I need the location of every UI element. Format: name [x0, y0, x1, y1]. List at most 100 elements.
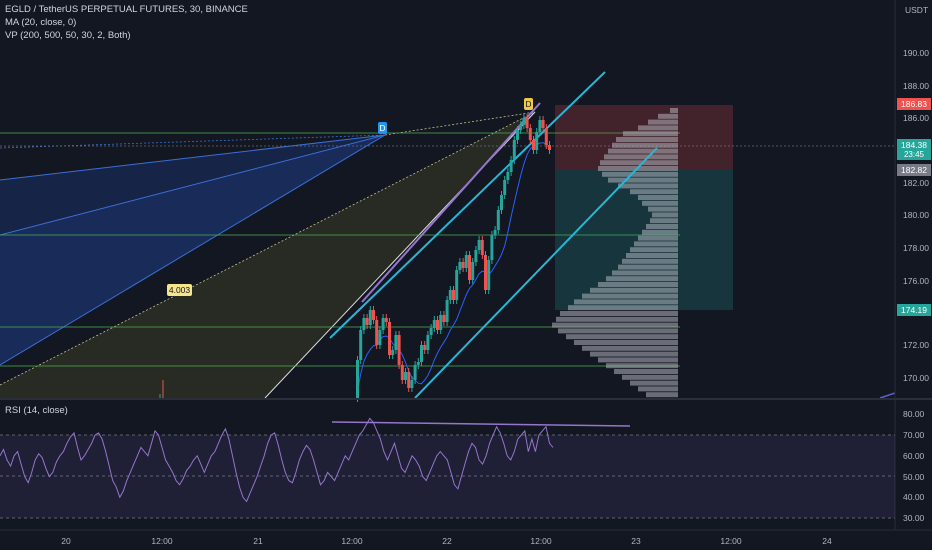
volume-profile-bar: [626, 253, 678, 258]
rsi-legend[interactable]: RSI (14, close): [5, 405, 68, 416]
ma-legend[interactable]: MA (20, close, 0): [5, 17, 77, 28]
pivot-marker-2[interactable]: [524, 98, 533, 110]
price-axis[interactable]: USDT 190.00 188.00 186.00 182.00 180.00 …: [894, 0, 932, 530]
volume-profile-bar: [574, 340, 678, 345]
price-tick-172: 172.00: [903, 340, 929, 350]
candle-body: [548, 145, 551, 150]
price-tick-182: 182.00: [903, 178, 929, 188]
price-axis-bg: [895, 0, 932, 398]
candle-body: [541, 120, 545, 128]
edge-line: [879, 392, 896, 399]
candle-body: [532, 140, 535, 150]
currency-label: USDT: [905, 5, 928, 15]
volume-profile-bar: [652, 212, 678, 218]
volume-profile-bar: [618, 264, 678, 270]
candle-body: [368, 310, 372, 325]
time-tick-2: 12:00: [151, 536, 173, 546]
candle-body: [522, 118, 526, 125]
volume-profile-bar: [552, 322, 678, 328]
symbol-legend[interactable]: EGLD / TetherUS PERPETUAL FUTURES, 30, B…: [5, 4, 248, 15]
price-tick-190: 190.00: [903, 48, 929, 58]
candle-body: [496, 210, 500, 230]
stop-price-label: 186.83: [901, 99, 927, 109]
candle-body: [516, 130, 519, 140]
price-tick-178: 178.00: [903, 243, 929, 253]
channel-upper-line[interactable]: [329, 71, 606, 339]
time-tick-1: 20: [61, 536, 71, 546]
stop-price-badge: [897, 98, 931, 110]
candle-body: [362, 318, 366, 330]
volume-profile-bar: [558, 328, 678, 334]
candle-body: [356, 360, 359, 398]
price-tick-176: 176.00: [903, 276, 929, 286]
fan-line-1[interactable]: [0, 134, 386, 181]
candle-body: [512, 140, 516, 160]
volume-profile-bar: [642, 200, 678, 206]
volume-profile-bar: [642, 229, 678, 235]
volume-profile-bar: [590, 287, 678, 293]
candle-body: [413, 365, 417, 380]
price-tick-188: 188.00: [903, 81, 929, 91]
rsi-tick-80: 80.00: [903, 409, 925, 419]
candle-body: [471, 262, 475, 280]
volume-profile-bar: [560, 311, 678, 316]
time-tick-4: 12:00: [341, 536, 363, 546]
trend-line-purple[interactable]: [361, 102, 541, 303]
candle-body: [375, 320, 379, 345]
candle-body: [407, 372, 411, 388]
volume-profile-bar: [566, 334, 678, 340]
volume-profile-bar: [612, 270, 678, 276]
volume-profile-bar: [650, 218, 678, 224]
pivot-marker-1[interactable]: [378, 122, 387, 134]
rsi-tick-50: 50.00: [903, 472, 925, 482]
rsi-tick-60: 60.00: [903, 451, 925, 461]
volume-profile-bar: [646, 224, 678, 229]
candle-body: [442, 315, 446, 322]
candle-body: [528, 128, 532, 140]
candle-body: [397, 335, 401, 365]
volume-profile-bar: [604, 154, 678, 160]
candle-body: [468, 255, 471, 280]
last-price-badge: [897, 139, 931, 160]
vp-legend[interactable]: VP (200, 500, 50, 30, 2, Both): [5, 30, 131, 41]
time-tick-6: 12:00: [530, 536, 552, 546]
rsi-divergence-line[interactable]: [331, 421, 631, 427]
pivot-marker-2-label: D: [525, 99, 531, 109]
channel-lower-line[interactable]: [414, 147, 658, 399]
rsi-pane[interactable]: 80.00 70.00 60.00 50.00 40.00 30.00: [0, 409, 925, 523]
candle-body: [365, 318, 369, 325]
candle-body: [509, 160, 513, 172]
candle-body: [535, 132, 539, 150]
candle-body: [359, 330, 363, 360]
volume-profile-bar: [638, 195, 678, 200]
fan-line-2[interactable]: [0, 134, 386, 236]
volume-profile: [552, 108, 678, 398]
volume-profile-bar: [638, 386, 678, 392]
candle-body: [461, 262, 465, 268]
candle-body: [538, 120, 542, 132]
fan-line-7[interactable]: [384, 111, 536, 136]
candle-body: [448, 290, 452, 300]
target-price-badge: [897, 304, 931, 316]
fan-line-5[interactable]: [0, 111, 536, 386]
candle-body: [429, 328, 433, 335]
candle-body: [432, 320, 436, 328]
rsi-tick-70: 70.00: [903, 430, 925, 440]
candle-body: [477, 240, 481, 250]
volume-profile-bar: [556, 316, 678, 322]
main-price-pane[interactable]: D D 4.003: [0, 71, 896, 402]
candle-body: [503, 180, 507, 195]
volume-profile-bar: [648, 119, 678, 125]
time-axis[interactable]: 20 12:00 21 12:00 22 12:00 23 12:00 24: [0, 529, 932, 546]
volume-profile-bar: [622, 258, 678, 264]
candle-body: [439, 315, 443, 330]
volume-profile-bar: [582, 345, 678, 351]
candle-body: [378, 330, 382, 345]
price-tick-170: 170.00: [903, 373, 929, 383]
candle-body: [480, 240, 484, 255]
entry-price-badge: [897, 164, 931, 176]
ratio-label-box[interactable]: [167, 284, 192, 296]
candle-body: [484, 255, 487, 290]
